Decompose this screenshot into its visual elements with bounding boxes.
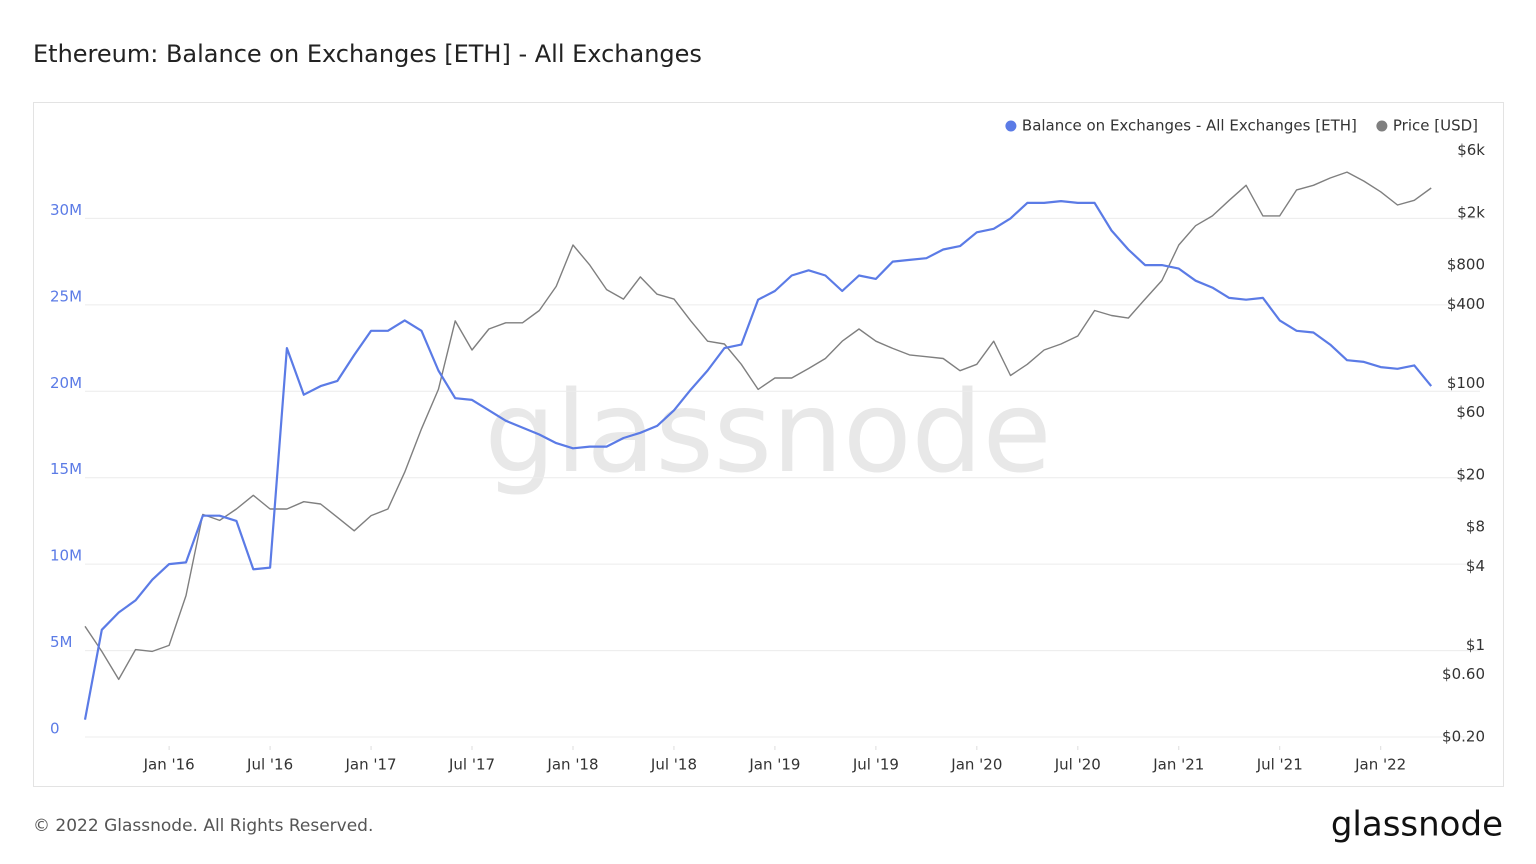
y2-tick-label: $4 — [1466, 557, 1485, 575]
x-tick-label: Jan '20 — [950, 756, 1002, 774]
chart-title: Ethereum: Balance on Exchanges [ETH] - A… — [33, 40, 702, 68]
logo: glassnode — [1331, 805, 1503, 845]
x-tick-label: Jul '16 — [246, 756, 293, 774]
x-tick-label: Jul '20 — [1054, 756, 1101, 774]
y-tick-label: 5M — [50, 633, 73, 651]
y2-tick-label: $100 — [1447, 374, 1485, 392]
y-tick-label: 30M — [50, 201, 82, 219]
lines — [83, 171, 1433, 720]
grid — [85, 217, 1480, 738]
y2-tick-label: $8 — [1466, 518, 1485, 536]
legend-label: Price [USD] — [1393, 117, 1478, 135]
x-tick-label: Jul '18 — [650, 756, 697, 774]
x-tick-label: Jan '19 — [748, 756, 800, 774]
x-tick-label: Jan '18 — [546, 756, 598, 774]
y-tick-label: 25M — [50, 287, 82, 305]
series-line — [83, 200, 1433, 720]
legend-marker — [1376, 120, 1388, 132]
series-line — [84, 171, 1432, 681]
x-tick-label: Jan '22 — [1354, 756, 1406, 774]
x-tick-label: Jan '21 — [1152, 756, 1204, 774]
x-tick-label: Jul '21 — [1256, 756, 1303, 774]
y-tick-label: 0 — [50, 720, 60, 738]
y2-tick-label: $2k — [1457, 203, 1485, 221]
y-tick-label: 20M — [50, 374, 82, 392]
legend-marker — [1005, 120, 1017, 132]
x-tick-label: Jul '17 — [448, 756, 495, 774]
watermark: glassnode — [484, 368, 1051, 498]
y2-tick-label: $0.20 — [1442, 728, 1485, 746]
x-tick-label: Jan '17 — [345, 756, 397, 774]
y2-tick-label: $400 — [1447, 295, 1485, 313]
x-tick-label: Jul '19 — [852, 756, 899, 774]
y-tick-label: 10M — [50, 547, 82, 565]
x-tick-label: Jan '16 — [143, 756, 195, 774]
y2-tick-label: $20 — [1456, 465, 1485, 483]
y2-tick-label: $800 — [1447, 256, 1485, 274]
legend: Price [USD] Balance on Exchanges - All Ex… — [1005, 117, 1478, 135]
legend-label: Balance on Exchanges - All Exchanges [ET… — [1022, 117, 1357, 135]
axes: 0 5M 10M 15M 20M 25M 30M $0.20 $0.60 $1 $4 $8 $20 $60… — [50, 141, 1489, 774]
y2-tick-label: $1 — [1466, 636, 1485, 654]
y2-tick-label: $6k — [1457, 141, 1485, 159]
y-tick-label: 15M — [50, 460, 82, 478]
y2-tick-label: $0.60 — [1442, 665, 1485, 683]
copyright: © 2022 Glassnode. All Rights Reserved. — [33, 816, 373, 836]
y2-tick-label: $60 — [1456, 403, 1485, 421]
